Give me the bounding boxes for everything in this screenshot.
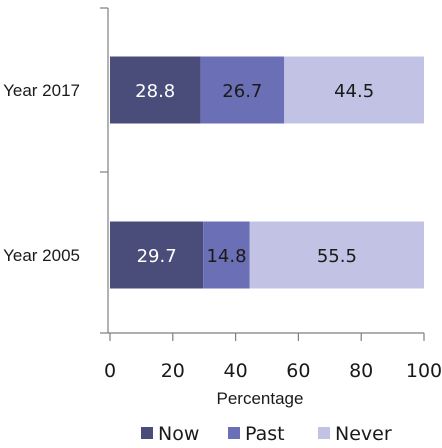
ticks-layer: 0 20 40 60 80 100 bbox=[100, 7, 442, 382]
data-label-past-1: 26.7 bbox=[222, 81, 262, 102]
bars-layer: 28.8 26.7 44.5 29.7 14.8 55.5 bbox=[110, 56, 424, 289]
category-labels: Year 2017 Year 2005 bbox=[3, 81, 80, 265]
legend-swatch-past bbox=[228, 427, 240, 439]
data-label-now-2: 29.7 bbox=[137, 246, 177, 267]
bar-past-1 bbox=[200, 56, 285, 124]
legend-label-never: Never bbox=[335, 423, 392, 445]
category-label-2: Year 2005 bbox=[3, 246, 80, 265]
data-label-never-2: 55.5 bbox=[317, 246, 357, 267]
bar-now-2 bbox=[110, 221, 204, 289]
data-label-never-1: 44.5 bbox=[334, 81, 374, 102]
legend-swatch-never bbox=[318, 427, 330, 439]
bar-past-2 bbox=[203, 221, 250, 289]
bar-never-2 bbox=[249, 221, 424, 289]
category-label-1: Year 2017 bbox=[3, 81, 80, 100]
x-tick-label-80: 80 bbox=[349, 360, 373, 382]
legend-swatch-now bbox=[141, 427, 153, 439]
x-tick-label-40: 40 bbox=[224, 360, 248, 382]
x-axis-title: Percentage bbox=[217, 389, 304, 408]
data-label-now-1: 28.8 bbox=[135, 81, 175, 102]
bar-never-1 bbox=[284, 56, 424, 124]
x-tick-label-100: 100 bbox=[406, 360, 442, 382]
x-tick-label-0: 0 bbox=[104, 360, 116, 382]
bar-now-1 bbox=[110, 56, 201, 124]
axes-layer bbox=[107, 8, 424, 334]
x-tick-label-20: 20 bbox=[161, 360, 185, 382]
legend-label-past: Past bbox=[245, 423, 285, 445]
legend-label-now: Now bbox=[158, 423, 199, 445]
data-label-past-2: 14.8 bbox=[206, 246, 246, 267]
legend: Now Past Never bbox=[141, 423, 392, 445]
x-tick-label-60: 60 bbox=[286, 360, 310, 382]
